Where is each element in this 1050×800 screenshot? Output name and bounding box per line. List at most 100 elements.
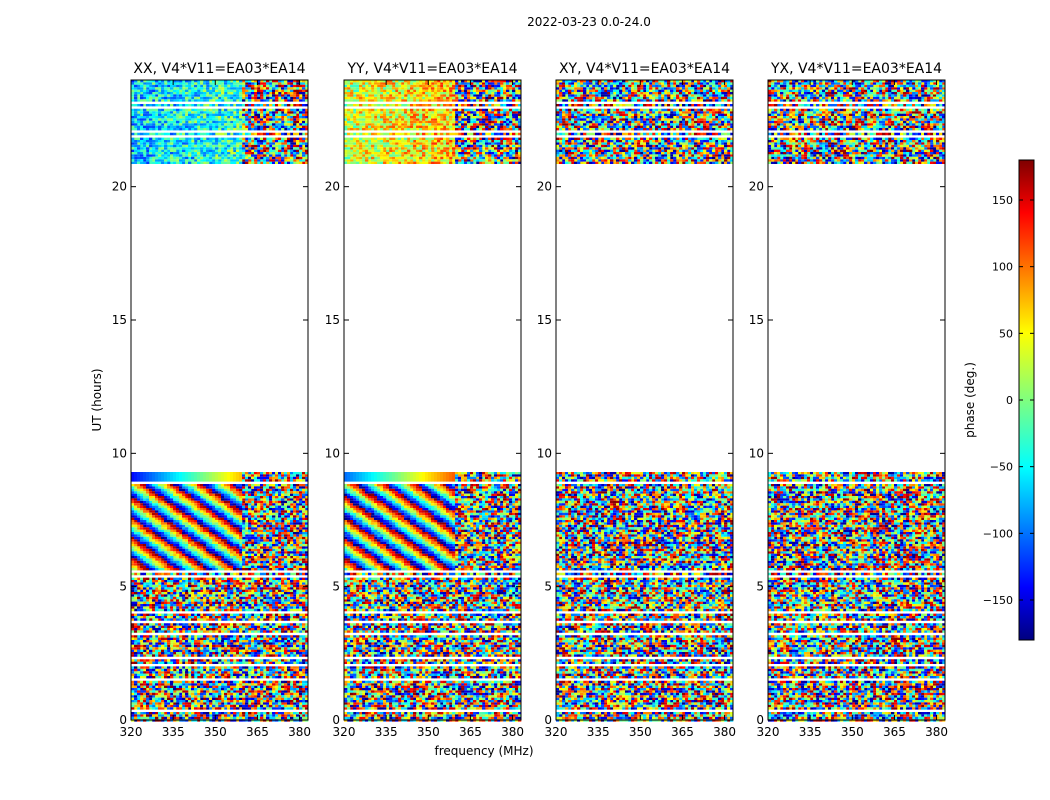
heatmap-cells: [574, 84, 725, 705]
heatmap-cells: [146, 137, 297, 722]
heatmap-cells: [804, 118, 910, 657]
heatmap-cells: [152, 123, 306, 532]
heatmap-cells: [371, 80, 480, 708]
heatmap-cells: [155, 84, 258, 657]
heatmap-cells: [879, 104, 883, 107]
heatmap-cells: [807, 503, 811, 506]
y-tick-label: 10: [749, 446, 764, 460]
heatmap-cells: [131, 144, 285, 720]
heatmap-cells: [556, 116, 731, 700]
heatmap-cells: [556, 104, 620, 703]
heatmap-cells: [595, 87, 728, 657]
heatmap-cells: [344, 116, 498, 700]
heatmap-cells: [404, 498, 408, 501]
heatmap-cells: [789, 123, 943, 710]
heatmap-cells: [771, 132, 868, 655]
heatmap-cells: [768, 96, 946, 703]
heatmap-cells: [571, 116, 728, 700]
heatmap-cells: [768, 84, 928, 705]
heatmap-cells: [131, 82, 309, 717]
heatmap-cells: [347, 80, 486, 717]
heatmap-cells: [622, 99, 707, 715]
heatmap-cells: [158, 161, 306, 693]
heatmap-cells: [780, 132, 940, 710]
heatmap-cells: [562, 99, 710, 715]
heatmap-cells: [131, 488, 306, 672]
heatmap-cells: [783, 118, 943, 657]
heatmap-cells: [622, 132, 722, 698]
heatmap-cells: [164, 137, 264, 648]
heatmap-cells: [143, 116, 234, 513]
heatmap-cells: [562, 125, 728, 698]
heatmap-cells: [777, 89, 946, 717]
heatmap-cells: [810, 116, 901, 652]
x-tick-label: 365: [459, 725, 482, 739]
heatmap-cells: [565, 147, 725, 720]
y-tick-label: 15: [325, 313, 340, 327]
heatmap-cells: [649, 680, 674, 686]
heatmap-cells: [777, 137, 898, 648]
heatmap-cells: [768, 125, 931, 657]
heatmap-cells: [401, 486, 519, 672]
heatmap-cells: [580, 149, 731, 720]
heatmap-cells: [347, 493, 351, 496]
heatmap-cells: [586, 80, 692, 664]
heatmap-cells: [359, 80, 510, 717]
heatmap-cells: [780, 94, 928, 705]
heatmap-cells: [146, 120, 279, 657]
heatmap-cells: [356, 474, 495, 631]
heatmap-cells: [571, 154, 719, 542]
colorbar-label: phase (deg.): [963, 362, 977, 438]
heatmap-cells: [140, 156, 264, 693]
heatmap-cells: [431, 142, 504, 696]
heatmap-cells: [894, 108, 898, 112]
heatmap-cells: [568, 104, 734, 715]
heatmap-cells: [577, 132, 704, 710]
heatmap-cells: [694, 113, 734, 482]
heatmap-cells: [804, 159, 940, 703]
heatmap-cells: [281, 536, 285, 540]
heatmap-cells: [843, 503, 847, 506]
heatmap-cells: [131, 142, 294, 652]
heatmap-cells: [152, 104, 306, 703]
heatmap-cells: [368, 108, 522, 703]
heatmap-cells: [347, 99, 513, 703]
heatmap-cells: [347, 82, 513, 708]
panel-title: XX, V4*V11=EA03*EA14: [133, 61, 305, 77]
heatmap-cells: [359, 92, 480, 705]
heatmap-cells: [371, 89, 510, 662]
x-tick-label: 335: [587, 725, 610, 739]
heatmap-cells: [176, 486, 306, 720]
y-tick-label: 0: [119, 713, 127, 727]
heatmap-cells: [350, 80, 510, 708]
heatmap-cells: [158, 123, 276, 700]
heatmap-cells: [143, 84, 282, 665]
heatmap-cells: [368, 87, 501, 664]
x-tick-label: 335: [799, 725, 822, 739]
heatmap-cells: [164, 125, 300, 604]
x-tick-label: 365: [883, 725, 906, 739]
heatmap-cells: [565, 84, 731, 717]
heatmap-cells: [221, 498, 285, 640]
heatmap-cells: [188, 84, 309, 705]
heatmap-cells: [828, 80, 946, 664]
heatmap-cells: [589, 144, 704, 696]
heatmap-cells: [143, 147, 279, 705]
heatmap-cells: [589, 89, 734, 705]
colorbar: phase (deg.) −150 −100 −50 0 50 100 150: [963, 159, 1035, 641]
heatmap-cells: [798, 132, 928, 710]
heatmap-cells: [365, 539, 474, 720]
heatmap-cells: [155, 96, 306, 703]
heatmap-cells: [565, 96, 707, 715]
heatmap-cells: [789, 149, 856, 482]
heatmap-cells: [568, 87, 677, 705]
heatmap-cells: [362, 82, 513, 664]
panel-1: XX, V4*V11=EA03*EA14 320 335 350 365 380 0 5 10 1…: [112, 61, 311, 739]
heatmap-cells: [822, 144, 919, 720]
heatmap-cells: [583, 89, 725, 717]
heatmap-cells: [347, 89, 507, 662]
heatmap-cells: [622, 147, 710, 705]
heatmap-cells: [556, 137, 731, 722]
x-tick-label: 335: [162, 725, 185, 739]
heatmap-cells: [559, 128, 722, 698]
